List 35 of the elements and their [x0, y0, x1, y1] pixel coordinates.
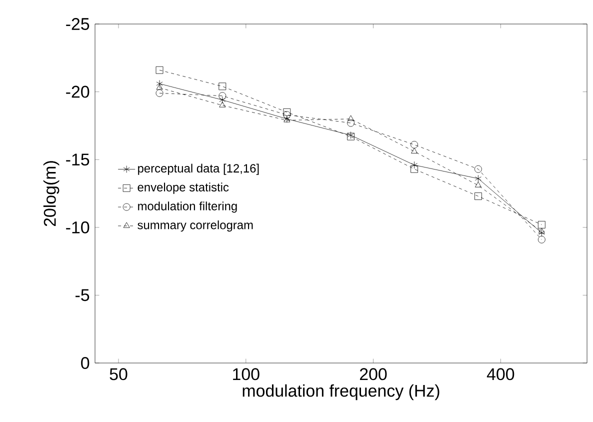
x-tick-label: 50	[110, 368, 128, 380]
y-tick-label: -15	[66, 154, 90, 166]
legend-label: modulation filtering	[138, 202, 237, 213]
point	[411, 161, 418, 169]
y-tick-label: -5	[76, 289, 90, 302]
point	[348, 115, 354, 121]
x-tick-label: 100	[233, 368, 260, 380]
legend-label: perceptual data [12,16]	[138, 164, 259, 175]
point	[538, 220, 546, 228]
y-tick-label: 0	[81, 357, 90, 370]
point	[410, 140, 418, 148]
point	[411, 148, 418, 154]
x-axis-title: modulation frequency (Hz)	[242, 384, 440, 400]
point	[218, 92, 226, 100]
y-axis-title: 20log(m)	[43, 161, 60, 226]
y-tick-label: -25	[66, 18, 90, 30]
legend-label: envelope statistic	[138, 182, 229, 194]
point	[156, 80, 163, 88]
point	[474, 192, 482, 200]
point	[156, 89, 164, 97]
point	[538, 229, 545, 237]
point	[219, 96, 226, 104]
x-tick-label: 200	[360, 368, 387, 380]
point	[218, 82, 226, 90]
y-tick-label: -20	[66, 86, 90, 98]
point	[410, 165, 418, 173]
point	[347, 119, 355, 127]
x-tick-label: 400	[486, 368, 514, 380]
point	[538, 236, 546, 244]
point	[538, 228, 545, 234]
point	[474, 165, 482, 173]
point	[156, 66, 164, 74]
point	[283, 111, 291, 119]
legend-label: summary correlogram	[138, 220, 253, 232]
y-tick-label: -10	[66, 221, 90, 234]
